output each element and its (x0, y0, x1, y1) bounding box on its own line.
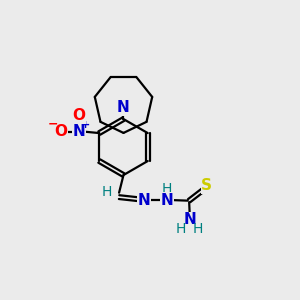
Text: N: N (161, 193, 173, 208)
Text: H: H (176, 222, 186, 236)
Text: O: O (54, 124, 67, 139)
Text: N: N (183, 212, 196, 227)
Text: N: N (72, 124, 85, 139)
Text: S: S (201, 178, 212, 193)
Text: H: H (193, 222, 203, 236)
Text: N: N (117, 100, 130, 116)
Text: +: + (80, 120, 90, 130)
Text: H: H (101, 185, 112, 199)
Text: N: N (138, 193, 151, 208)
Text: H: H (162, 182, 172, 196)
Text: O: O (72, 108, 85, 123)
Text: −: − (47, 117, 58, 130)
